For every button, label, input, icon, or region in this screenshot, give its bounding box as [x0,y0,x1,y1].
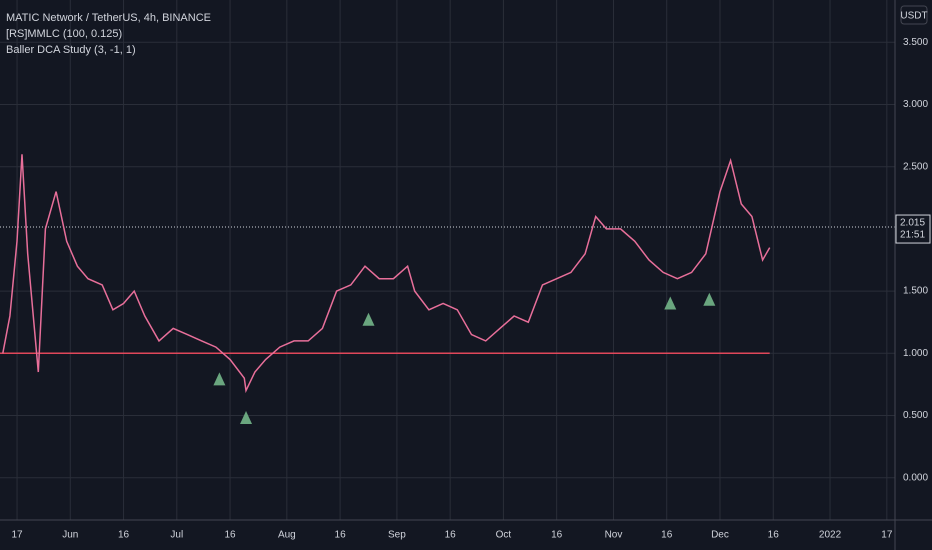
signal-marker [362,312,375,326]
price-line [2,154,771,394]
x-tick-label: Dec [711,530,729,541]
last-price-label: 2.015 [900,218,925,229]
y-tick-label: 1.500 [903,286,928,297]
x-tick-label: Jun [62,530,78,541]
y-tick-label: 3.000 [903,99,928,110]
y-tick-label: 3.500 [903,37,928,48]
indicator-label: Baller DCA Study (3, -1, 1) [6,44,136,56]
x-tick-label: Aug [278,530,296,541]
x-tick-label: Jul [170,530,183,541]
plot-area [0,0,895,520]
countdown-label: 21:51 [900,230,925,241]
signal-marker [703,292,716,306]
y-tick-label: 0.000 [903,472,928,483]
chart-title: MATIC Network / TetherUS, 4h, BINANCE [6,12,211,24]
currency-label[interactable]: USDT [900,11,927,22]
x-tick-label: 16 [551,530,563,541]
x-tick-label: 16 [335,530,347,541]
x-tick-label: 16 [118,530,130,541]
x-tick-label: 16 [661,530,673,541]
x-tick-label: Sep [388,530,406,541]
x-tick-label: 17 [881,530,893,541]
y-tick-label: 1.000 [903,348,928,359]
indicator-label: [RS]MMLC (100, 0.125) [6,28,122,40]
x-tick-label: 16 [768,530,780,541]
x-tick-label: Nov [605,530,623,541]
signal-marker [240,410,253,424]
y-tick-label: 0.500 [903,410,928,421]
x-tick-label: 2022 [819,530,842,541]
y-tick-label: 2.500 [903,161,928,172]
x-tick-label: Oct [496,530,512,541]
x-tick-label: 17 [11,530,23,541]
x-tick-label: 16 [224,530,236,541]
signal-marker [213,372,226,386]
currency-box[interactable] [900,5,928,25]
last-price-box [895,214,931,244]
signal-marker [664,296,677,310]
x-tick-label: 16 [445,530,457,541]
